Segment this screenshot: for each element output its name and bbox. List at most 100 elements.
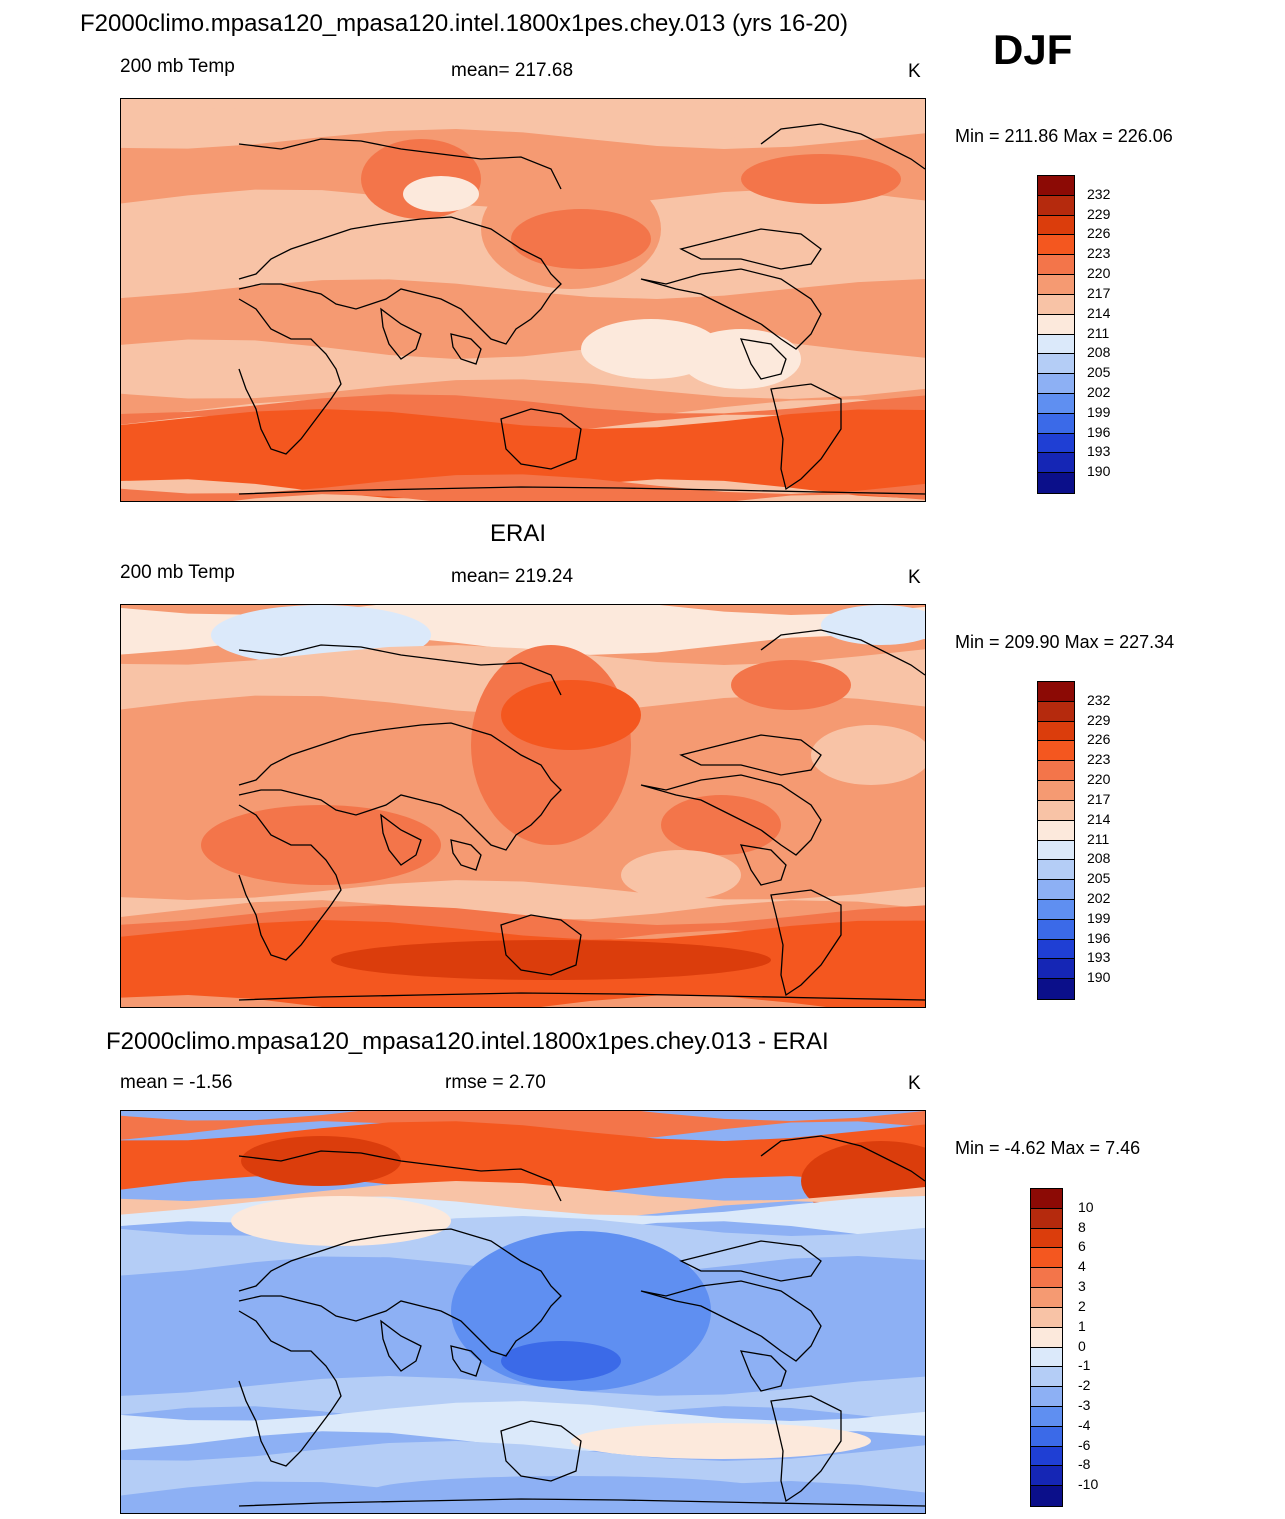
panel2-colorbar <box>1037 681 1075 1000</box>
contour-region <box>231 1196 451 1246</box>
colorbar-swatch <box>1031 1189 1062 1209</box>
colorbar-swatch <box>1031 1268 1062 1289</box>
colorbar-swatch <box>1038 314 1074 335</box>
coastline <box>679 734 822 776</box>
panel2-minmax: Min = 209.90 Max = 227.34 <box>955 632 1175 652</box>
colorbar-tick-label: -10 <box>1078 1476 1099 1493</box>
colorbar-tick-label: 208 <box>1087 344 1111 361</box>
colorbar-tick-label: 220 <box>1087 771 1111 788</box>
colorbar-tick-label: 1 <box>1078 1317 1086 1334</box>
coastline <box>500 1420 582 1482</box>
colorbar-swatch <box>1031 1248 1062 1269</box>
contour-region <box>741 154 901 204</box>
panel3-title: F2000climo.mpasa120_mpasa120.intel.1800x… <box>106 1028 829 1055</box>
panel1-variable-label: 200 mb Temp <box>120 56 235 77</box>
colorbar-tick-label: 232 <box>1087 185 1111 202</box>
colorbar-tick-label: -6 <box>1078 1436 1091 1453</box>
colorbar-swatch <box>1031 1288 1062 1308</box>
coastline <box>640 774 822 856</box>
coastline <box>238 216 562 345</box>
panel1-map <box>120 98 926 502</box>
contour-map-svg <box>121 605 925 1007</box>
coastline <box>450 333 482 365</box>
contour-band <box>121 880 925 920</box>
contour-band <box>121 394 925 434</box>
panel2-variable-label: 200 mb Temp <box>120 562 235 583</box>
colorbar-swatch <box>1038 235 1074 256</box>
coastline <box>770 889 842 997</box>
panel3-map <box>120 1110 926 1514</box>
colorbar-swatch <box>1031 1327 1062 1348</box>
colorbar-swatch <box>1038 433 1074 454</box>
coastline <box>640 1280 822 1362</box>
colorbar-swatch <box>1031 1486 1062 1506</box>
coastline <box>380 813 422 866</box>
colorbar-tick-label: 196 <box>1087 929 1111 946</box>
panel3-rmse-label: rmse = 2.70 <box>445 1072 546 1093</box>
contour-region <box>501 1341 621 1381</box>
colorbar-tick-label: 10 <box>1078 1198 1094 1215</box>
contour-region <box>511 209 651 269</box>
colorbar-tick-label: 217 <box>1087 790 1111 807</box>
contour-band <box>121 99 925 149</box>
contour-band <box>121 1376 925 1426</box>
colorbar-swatch <box>1038 860 1074 881</box>
coastline <box>238 644 562 696</box>
coastline <box>739 844 787 886</box>
contour-region <box>241 1136 401 1186</box>
colorbar-tick-label: 211 <box>1087 324 1110 341</box>
contour-band <box>121 409 925 499</box>
colorbar-swatch <box>1038 820 1074 841</box>
colorbar-swatch <box>1038 473 1074 493</box>
colorbar-swatch <box>1031 1307 1062 1328</box>
colorbar-swatch <box>1031 1208 1062 1229</box>
colorbar-swatch <box>1038 275 1074 295</box>
colorbar-tick-label: 190 <box>1087 463 1111 480</box>
coastline <box>770 1395 842 1503</box>
colorbar-tick-label: 193 <box>1087 949 1111 966</box>
contour-region <box>661 795 781 855</box>
colorbar-tick-label: 229 <box>1087 205 1111 222</box>
contour-region <box>811 725 925 785</box>
panel3-colorbar <box>1030 1188 1063 1507</box>
colorbar-tick-label: 193 <box>1087 443 1111 460</box>
colorbar-tick-label: 2 <box>1078 1297 1086 1314</box>
coastline <box>238 722 562 851</box>
panel1-units: K <box>908 61 921 82</box>
colorbar-tick-label: 226 <box>1087 225 1111 242</box>
panel3-mean-label: mean = -1.56 <box>120 1072 233 1093</box>
coastline <box>500 914 582 976</box>
colorbar-swatch <box>1038 682 1074 702</box>
colorbar-swatch <box>1031 1406 1062 1427</box>
coastline <box>380 307 422 360</box>
contour-region <box>501 680 641 750</box>
colorbar-tick-label: 3 <box>1078 1278 1086 1295</box>
colorbar-tick-label: 214 <box>1087 810 1111 827</box>
colorbar-swatch <box>1038 800 1074 821</box>
colorbar-swatch <box>1038 880 1074 900</box>
coastline <box>760 629 925 676</box>
coastline <box>238 486 925 495</box>
colorbar-tick-label: -4 <box>1078 1416 1091 1433</box>
colorbar-swatch <box>1038 721 1074 742</box>
contour-band <box>121 1441 925 1501</box>
contour-region <box>821 605 925 645</box>
colorbar-tick-label: 217 <box>1087 284 1111 301</box>
colorbar-swatch <box>1038 741 1074 762</box>
coastline <box>739 1350 787 1392</box>
coastline <box>238 804 342 961</box>
colorbar-tick-label: 4 <box>1078 1258 1086 1275</box>
coastline <box>679 1240 822 1282</box>
contour-region <box>403 176 479 212</box>
panel2-units: K <box>908 567 921 588</box>
coastline <box>238 298 342 455</box>
contour-band <box>121 129 925 209</box>
contour-region <box>571 1423 871 1459</box>
coastline <box>770 383 842 491</box>
coastline <box>679 228 822 270</box>
colorbar-swatch <box>1031 1387 1062 1407</box>
colorbar-tick-label: 202 <box>1087 383 1111 400</box>
coastline <box>238 992 925 1001</box>
colorbar-tick-label: 211 <box>1087 830 1110 847</box>
contour-region <box>731 660 851 710</box>
